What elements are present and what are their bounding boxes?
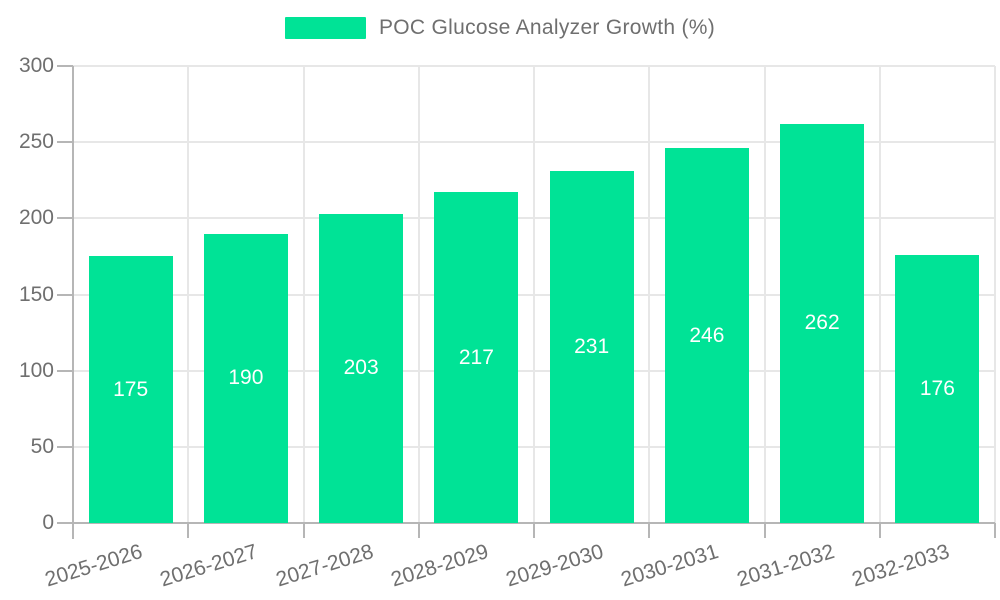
legend-swatch: [284, 17, 366, 39]
y-axis-tick: [57, 217, 73, 220]
x-axis-label: 2027-2028: [273, 540, 376, 592]
legend[interactable]: POC Glucose Analyzer Growth (%): [0, 14, 1000, 42]
y-axis-label: 200: [18, 206, 54, 230]
x-axis-tick: [878, 523, 881, 538]
y-axis-tick: [57, 522, 73, 524]
x-axis-label: 2025-2026: [42, 540, 146, 592]
x-axis-label: 2031-2032: [734, 540, 837, 592]
gridline-vertical: [994, 66, 996, 523]
y-axis-tick: [57, 65, 73, 67]
x-axis-tick: [648, 523, 651, 538]
x-axis-label: 2028-2029: [388, 540, 492, 592]
y-axis-tick: [57, 293, 73, 296]
y-axis-tick: [57, 369, 73, 372]
x-axis-label: 2030-2031: [618, 540, 722, 592]
x-axis-tick: [533, 523, 535, 538]
y-axis-label: 50: [30, 434, 54, 458]
x-axis-tick: [72, 523, 74, 538]
bar-2032-2033[interactable]: [895, 254, 980, 523]
y-axis-tick: [57, 141, 73, 144]
y-axis-label: 250: [18, 130, 54, 154]
x-axis-tick: [763, 523, 766, 538]
y-axis-line: [72, 66, 74, 539]
gridline-vertical: [648, 66, 651, 523]
legend-label: POC Glucose Analyzer Growth (%): [378, 16, 716, 39]
x-axis-label: 2026-2027: [157, 540, 261, 592]
x-axis-label: 2032-2033: [849, 540, 953, 592]
gridline-vertical: [533, 66, 535, 523]
gridline-vertical: [302, 66, 305, 523]
gridline-vertical: [763, 66, 766, 523]
gridline-vertical: [417, 66, 420, 523]
y-axis-label: 0: [42, 511, 54, 534]
bar-2029-2030[interactable]: [549, 171, 634, 523]
bar-2028-2029[interactable]: [434, 192, 519, 523]
x-axis-tick: [994, 523, 996, 538]
y-axis-tick: [57, 445, 73, 448]
y-axis-label: 150: [18, 282, 54, 306]
gridline-vertical: [878, 66, 881, 523]
bar-2030-2031[interactable]: [664, 148, 749, 523]
bar-2031-2032[interactable]: [780, 123, 865, 523]
x-axis-tick: [417, 523, 420, 538]
x-axis-label: 2029-2030: [503, 540, 607, 592]
bar-2026-2027[interactable]: [203, 233, 288, 523]
x-axis-tick: [302, 523, 305, 538]
y-axis-label: 100: [18, 358, 54, 382]
x-axis-tick: [187, 523, 190, 538]
y-axis-label: 300: [18, 54, 54, 77]
gridline-vertical: [187, 66, 190, 523]
bar-2027-2028[interactable]: [319, 213, 404, 523]
bar-2025-2026[interactable]: [88, 256, 173, 523]
